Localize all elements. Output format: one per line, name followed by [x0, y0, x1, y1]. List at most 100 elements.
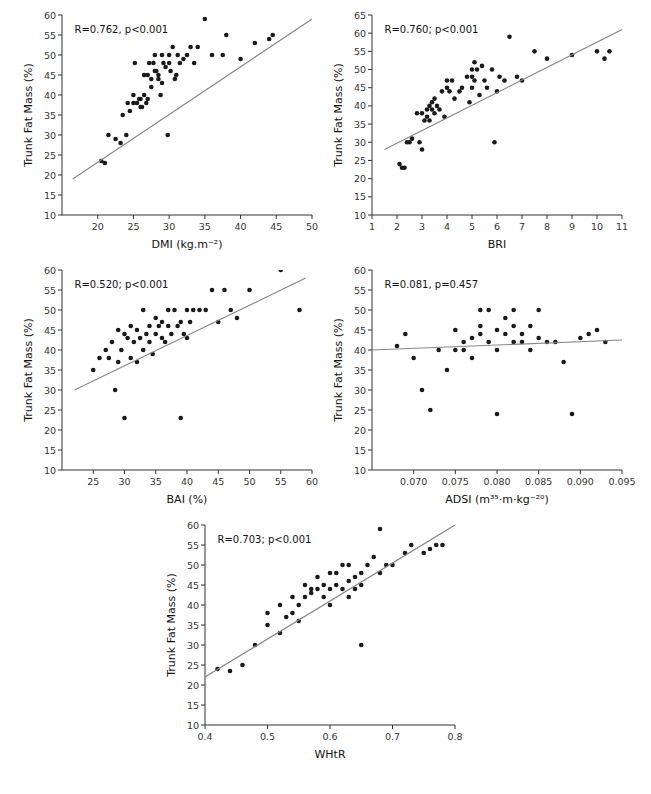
point: [125, 336, 130, 341]
background: [0, 0, 651, 794]
x-tick: [413, 470, 414, 474]
x-axis-label: DMI (kg.m⁻²): [151, 238, 222, 251]
x-tick-label: 0.075: [442, 476, 469, 487]
point: [178, 61, 183, 66]
y-tick-label: 55: [187, 540, 199, 551]
y-tick: [58, 115, 62, 116]
x-tick: [249, 470, 250, 474]
y-tick-label: 30: [187, 640, 199, 651]
point: [409, 543, 414, 548]
plot-area: [385, 30, 623, 170]
point: [503, 332, 508, 337]
x-tick-label: 35: [199, 221, 211, 232]
regression-line: [205, 525, 455, 677]
point: [163, 340, 168, 345]
x-tick-label: 11: [616, 221, 628, 232]
point: [185, 53, 190, 58]
point: [158, 93, 163, 98]
x-tick: [522, 215, 523, 219]
point: [103, 161, 108, 166]
point: [346, 595, 351, 600]
x-tick-label: 0.7: [385, 731, 400, 742]
point: [142, 93, 147, 98]
point: [144, 332, 149, 337]
point: [532, 49, 537, 54]
point: [203, 17, 208, 22]
y-tick-label: 50: [44, 305, 56, 316]
point: [153, 53, 158, 58]
point: [107, 356, 112, 361]
panel: 25303540455055601015202530354045505560BA…: [22, 265, 318, 507]
figure: 202530354045501015202530354045505560DMI …: [0, 0, 651, 794]
y-tick-label: 30: [354, 385, 366, 396]
panel: 0.40.50.60.70.81015202530354045505560WHt…: [165, 520, 463, 762]
y-tick: [201, 565, 205, 566]
y-tick: [368, 290, 372, 291]
annotation: R=0.760; p<0.001: [385, 24, 479, 35]
point: [437, 107, 442, 112]
point: [178, 416, 183, 421]
y-tick: [58, 310, 62, 311]
point: [151, 61, 156, 66]
y-tick: [368, 270, 372, 271]
y-tick: [201, 545, 205, 546]
point: [181, 57, 186, 62]
x-tick-label: 30: [118, 476, 130, 487]
point: [110, 340, 115, 345]
plot-area: [73, 17, 312, 179]
y-tick-label: 35: [354, 365, 366, 376]
point: [145, 73, 150, 78]
annotation: R=0.520; p<0.001: [75, 279, 169, 290]
y-tick: [368, 87, 372, 88]
x-tick-label: 20: [92, 221, 104, 232]
point: [536, 308, 541, 313]
point: [120, 113, 125, 118]
point: [168, 69, 173, 74]
x-tick-label: 0.085: [525, 476, 552, 487]
y-tick-label: 15: [354, 445, 366, 456]
x-tick-label: 2: [394, 221, 400, 232]
point: [478, 332, 483, 337]
point: [453, 348, 458, 353]
x-tick: [267, 725, 268, 729]
point: [147, 340, 152, 345]
point: [359, 571, 364, 576]
y-tick-label: 15: [187, 700, 199, 711]
x-tick-label: 4: [444, 221, 450, 232]
point: [486, 340, 491, 345]
y-tick-label: 20: [354, 425, 366, 436]
x-tick-label: 30: [163, 221, 175, 232]
point: [472, 78, 477, 83]
point: [536, 336, 541, 341]
y-tick-label: 45: [354, 325, 366, 336]
point: [428, 408, 433, 413]
y-tick-label: 25: [44, 150, 56, 161]
point: [420, 388, 425, 393]
point: [247, 288, 252, 293]
x-tick-label: 0.5: [260, 731, 275, 742]
point: [238, 57, 243, 62]
point: [482, 78, 487, 83]
point: [131, 93, 136, 98]
annotation: R=0.703; p<0.001: [218, 534, 312, 545]
x-tick: [276, 215, 277, 219]
x-tick: [538, 470, 539, 474]
x-tick-label: 45: [212, 476, 224, 487]
point: [138, 336, 143, 341]
x-tick-label: 9: [569, 221, 575, 232]
x-tick-label: 7: [519, 221, 525, 232]
point: [434, 543, 439, 548]
y-tick: [368, 410, 372, 411]
y-tick-label: 25: [354, 405, 366, 416]
point: [595, 328, 600, 333]
point: [460, 85, 465, 90]
x-tick-label: 5: [469, 221, 475, 232]
x-tick: [447, 215, 448, 219]
point: [445, 368, 450, 373]
point: [140, 105, 145, 110]
x-tick: [622, 470, 623, 474]
y-tick-label: 45: [187, 580, 199, 591]
x-tick-label: 6: [494, 221, 500, 232]
y-tick: [201, 665, 205, 666]
y-tick-label: 55: [354, 46, 366, 57]
